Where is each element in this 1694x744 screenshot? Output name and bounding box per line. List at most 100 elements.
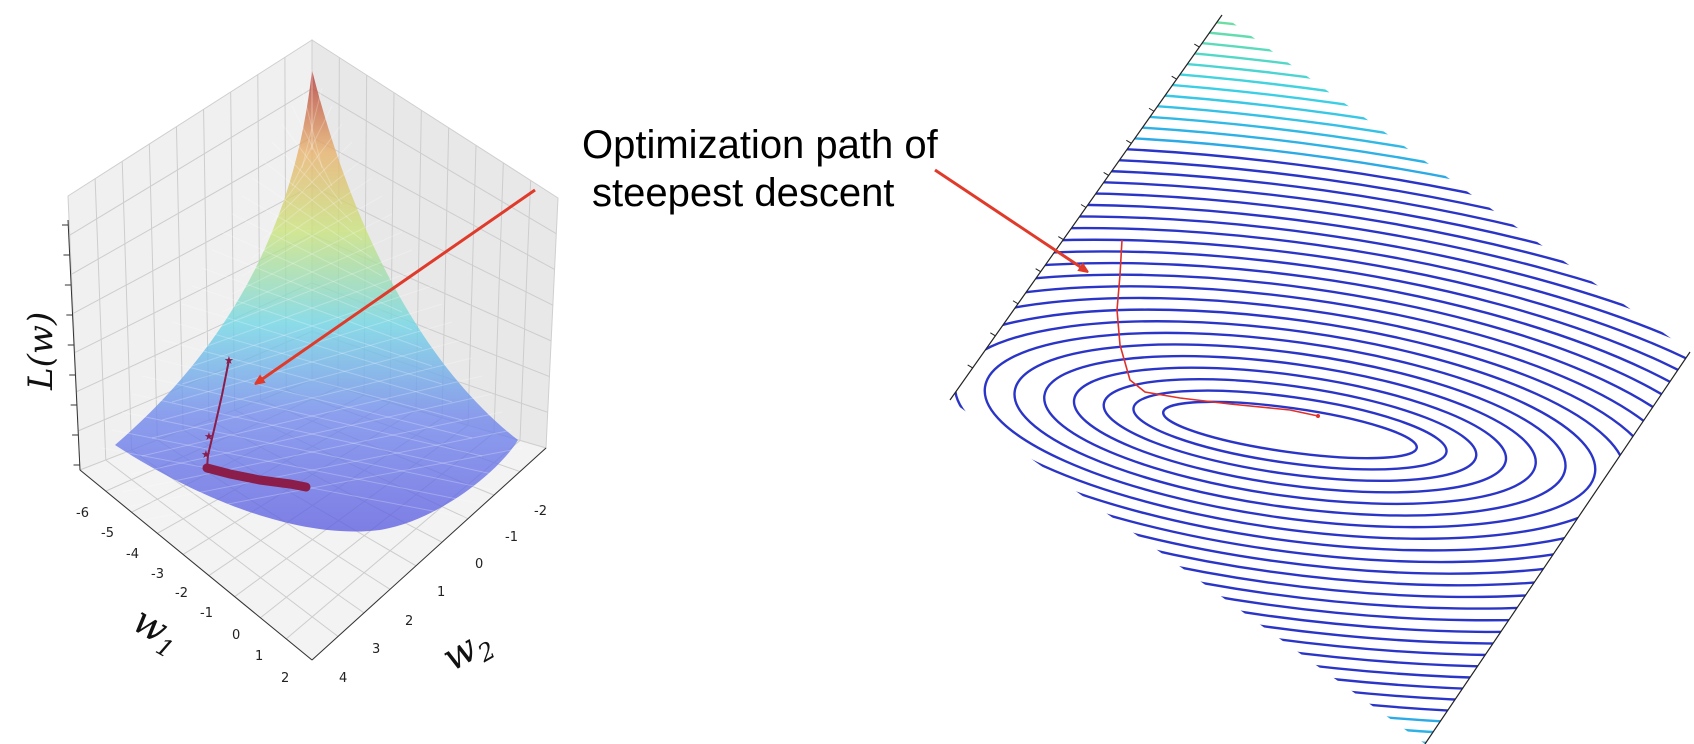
contour-line [950,226,1690,634]
surface-mesh [101,70,523,529]
w1-axis-line [79,469,313,661]
descent-path-3d-thick [202,463,311,492]
frame-tick [990,332,996,337]
w2-axis-line [311,447,547,661]
contour-line [950,215,1690,645]
w1-tick-label: -2 [175,586,188,601]
contour-line [950,86,1690,744]
mesh-line [281,123,343,205]
contour-line [950,296,1686,564]
grid-line [148,143,158,441]
w2-tick-labels: -2 -1 0 1 2 3 4 [339,504,547,686]
frame-tick [1080,204,1087,208]
path-endpoint [1316,414,1320,418]
descent-path-contour [1116,239,1319,417]
contour-line [1013,343,1567,517]
mesh-line [121,411,503,493]
contour-line [1072,366,1508,494]
mesh-line [261,159,363,241]
w1-tick-label: -6 [76,506,89,521]
w2-tick-label: 4 [339,671,347,686]
contour-frame-right [1424,351,1691,744]
w1-tick-label: -3 [151,567,164,582]
z-axis-label: L(w) [21,312,61,391]
annotation-arrow-left [258,188,536,382]
contour-line [950,75,1690,744]
mesh-line [211,249,413,331]
frame-tick [1103,171,1109,176]
loss-surface [115,70,518,532]
mesh-line [271,141,353,223]
contour-line [1043,354,1537,506]
grid-line [69,88,313,236]
mesh-line [111,429,513,511]
contour-line [953,320,1627,540]
mesh-line [301,87,323,169]
contour-line [950,261,1690,599]
contour-line [950,308,1656,552]
w1-tick-label: 0 [232,628,240,643]
grid-line [519,180,532,441]
mesh-line [291,105,333,187]
mesh-line [101,447,523,529]
mesh-line [161,339,463,421]
frame-tick [1148,107,1155,112]
mesh-line [161,339,463,421]
contour-line [950,238,1690,622]
grid-line [121,161,133,451]
grid-line [72,185,313,314]
frame-tick [1058,236,1064,241]
frame-tick [967,364,973,369]
w2-axis-label-text: w2 [435,618,501,684]
annotation: Optimization path of steepest descent [582,123,939,215]
mesh-line [131,393,493,475]
contour-line [1162,400,1418,460]
contour-line [1132,389,1448,471]
mesh-line [251,177,373,259]
grid-line [94,178,107,461]
mesh-line [171,321,453,403]
grid-line [105,459,339,637]
annotation-line-1: Optimization path of [582,123,939,167]
mesh-line [201,267,423,349]
frame-tick [1126,139,1132,144]
path-marker: ★ [201,448,211,461]
w1-tick-label: -4 [126,547,139,562]
contour-frame-ticks [967,43,1200,369]
w1-tick-label: 2 [281,671,289,686]
grid-line [493,162,504,433]
mesh-line [231,213,393,295]
grid-line [71,136,313,275]
annotation-line-2: steepest descent [592,171,894,215]
mesh-line [111,429,513,511]
mesh-line [271,141,353,223]
contour-line [950,250,1690,610]
w2-tick-label: -2 [534,504,547,519]
mesh-line [281,123,343,205]
w1-tick-label: 1 [255,649,263,664]
frame-tick [1171,75,1177,80]
contour-line [983,331,1597,529]
mesh-line [261,159,363,241]
mesh-line [121,411,503,493]
mesh-line [301,87,323,169]
w1-tick-label: -5 [101,526,114,541]
mesh-line [231,213,393,295]
mesh-line [221,231,403,313]
mesh-line [241,195,383,277]
z-ticks [62,224,80,466]
w2-tick-label: -1 [505,530,518,545]
mesh-line [201,267,423,349]
contour-line [950,285,1690,575]
mesh-line [171,321,453,403]
mesh-line [131,393,493,475]
w2-axis-label: w2 [435,618,501,684]
mesh-line [291,105,333,187]
z-axis-line [67,219,81,471]
w2-tick-label: 2 [405,614,413,629]
path-marker: ★ [204,430,214,443]
mesh-line [211,249,413,331]
mesh-line [151,357,473,439]
w1-tick-label: -1 [200,606,213,621]
